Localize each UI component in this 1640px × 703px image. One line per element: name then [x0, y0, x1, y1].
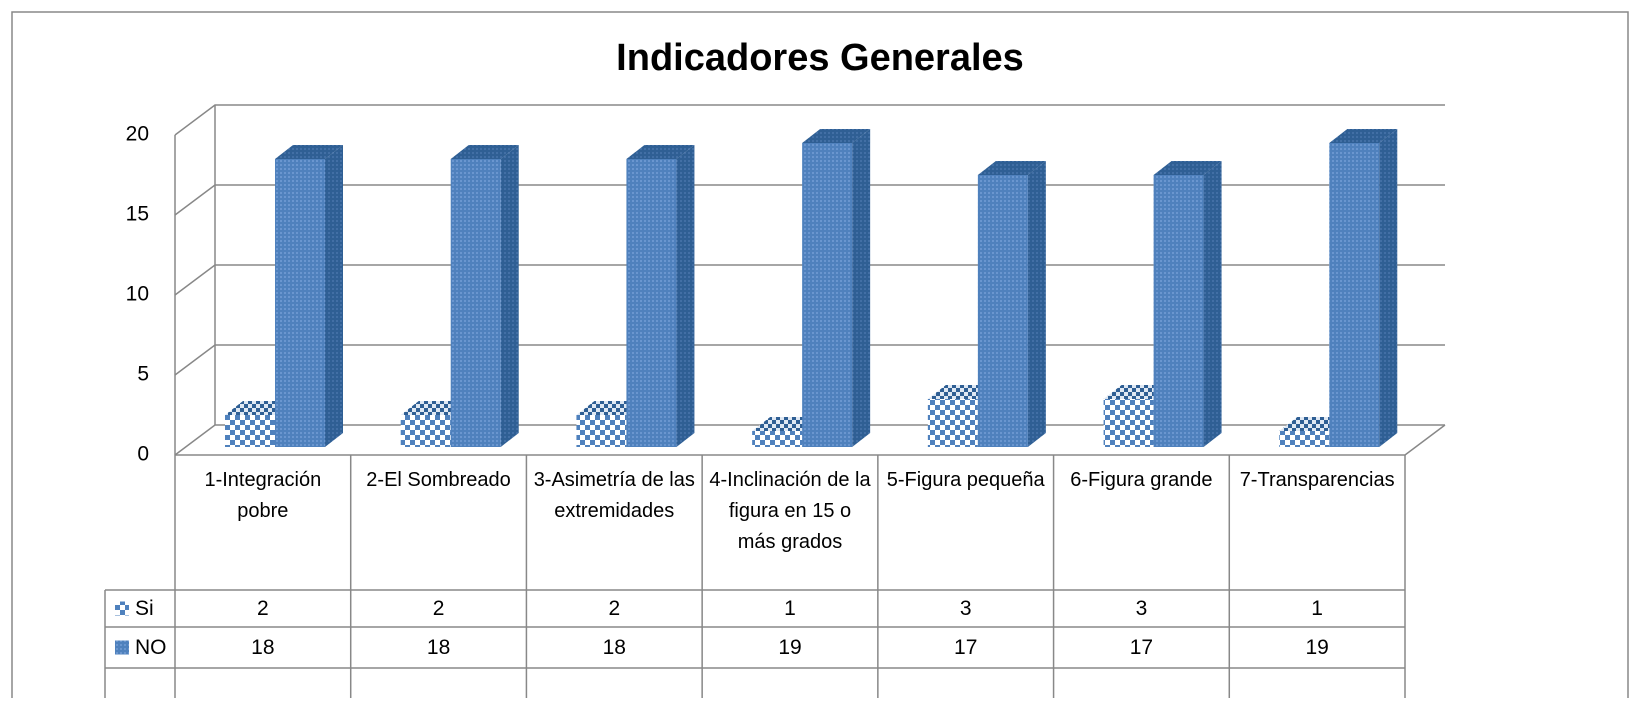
data-table-value: 18: [603, 636, 626, 659]
y-tick-label: 5: [137, 363, 149, 386]
x-tick-label: 4-Inclinación de la figura en 15 o más g…: [709, 469, 871, 553]
y-tick-label: 20: [126, 123, 149, 146]
bar-top: [626, 145, 695, 159]
x-tick-label: 3-Asimetría de las extremidades: [533, 469, 695, 522]
data-table-value: 17: [954, 636, 977, 659]
data-table-value: 3: [1136, 597, 1148, 620]
bar-side: [1027, 161, 1046, 447]
bar: [450, 145, 519, 447]
bar-front: [450, 159, 501, 447]
data-table-value: 2: [257, 597, 269, 620]
bar: [977, 161, 1046, 447]
bar-top: [1329, 129, 1398, 143]
bar-top: [802, 129, 871, 143]
bar: [802, 129, 871, 447]
data-table-value: 19: [778, 636, 801, 659]
bar-side: [1379, 129, 1398, 447]
bar: [626, 145, 695, 447]
x-tick-label-box: 7-Transparencias: [1239, 469, 1395, 491]
bar-side: [852, 129, 871, 447]
data-table-value: 1: [1311, 597, 1323, 620]
bar: [1153, 161, 1222, 447]
bar-front: [1103, 399, 1154, 447]
bar: [275, 145, 343, 447]
bar-top: [450, 145, 519, 159]
bar-front: [802, 143, 853, 447]
data-table-value: 17: [1130, 636, 1153, 659]
x-tick-label-box: 3-Asimetría de las extremidades: [533, 469, 695, 522]
data-table-value: 19: [1305, 636, 1328, 659]
y-tick-label: 10: [126, 283, 149, 306]
legend-key: [115, 601, 129, 616]
data-table-value: 18: [427, 636, 450, 659]
data-table-value: 18: [251, 636, 274, 659]
bar-top: [977, 161, 1046, 175]
chart-title: Indicadores Generales: [616, 37, 1024, 79]
y-tick-label: 15: [126, 203, 149, 226]
bar: [1329, 129, 1398, 447]
data-table-value: 2: [433, 597, 445, 620]
bar-front: [1153, 175, 1204, 447]
legend-label: NO: [135, 636, 167, 659]
x-tick-label: 2-El Sombreado: [366, 469, 511, 491]
bar-front: [225, 415, 275, 447]
bar-side: [676, 145, 695, 447]
x-tick-label: 5-Figura pequeña: [886, 469, 1045, 491]
x-tick-label: 1-Integración pobre: [204, 469, 322, 522]
x-tick-label-box: 4-Inclinación de la figura en 15 o más g…: [709, 469, 871, 553]
bar-side: [325, 145, 343, 447]
bar-front: [626, 159, 677, 447]
bar-top: [1153, 161, 1222, 175]
x-tick-label-box: 2-El Sombreado: [366, 469, 511, 491]
legend-label: Si: [135, 597, 154, 620]
bar-front: [275, 159, 325, 447]
x-tick-label-box: 1-Integración pobre: [204, 469, 322, 522]
bar-front: [927, 399, 978, 447]
bar-front: [977, 175, 1028, 447]
x-tick-label-box: 6-Figura grande: [1070, 469, 1213, 491]
bar-front: [400, 415, 451, 447]
bar-side: [500, 145, 519, 447]
data-table-value: 3: [960, 597, 972, 620]
bar-front: [1279, 431, 1330, 447]
bar-front: [752, 431, 803, 447]
data-table-value: 1: [784, 597, 796, 620]
legend-key: [115, 640, 129, 655]
bar-front: [576, 415, 627, 447]
x-tick-label-box: 5-Figura pequeña: [886, 469, 1045, 491]
bar-front: [1329, 143, 1380, 447]
x-tick-label: 7-Transparencias: [1239, 469, 1395, 491]
y-tick-label: 0: [137, 443, 149, 466]
grid-line: [174, 104, 1445, 136]
data-table-value: 2: [608, 597, 620, 620]
x-tick-label: 6-Figura grande: [1070, 469, 1213, 491]
bar-side: [1203, 161, 1222, 447]
bar-top: [275, 145, 343, 159]
